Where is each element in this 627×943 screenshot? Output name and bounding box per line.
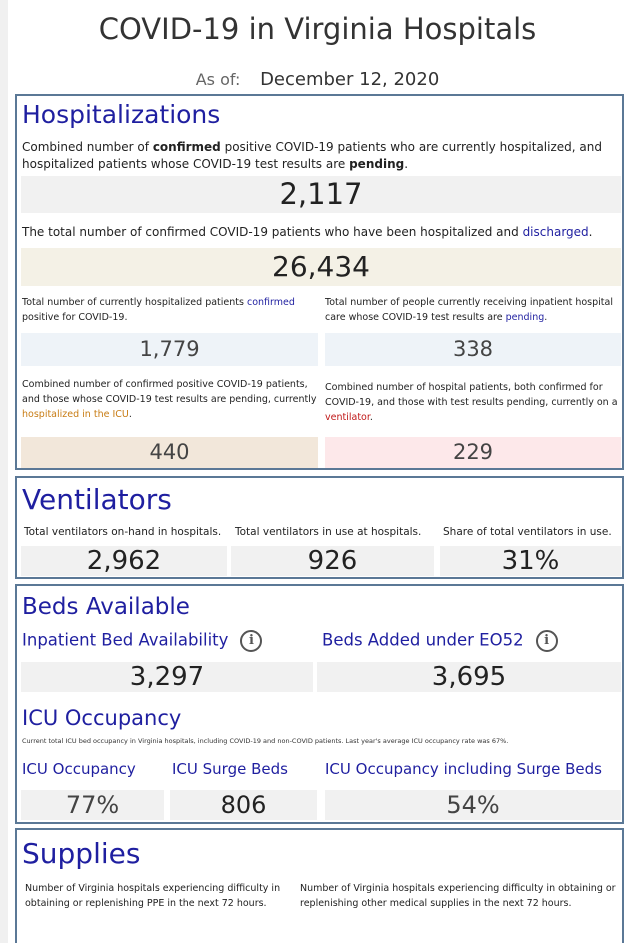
vent-share-label: Share of total ventilators in use. [443,526,612,538]
info-icon[interactable]: i [535,630,558,652]
pending-description: Total number of people currently receivi… [325,297,613,323]
page-title: COVID-19 in Virginia Hospitals [98,12,537,46]
icu-occupancy-value: 77% [21,790,164,820]
icu-occupancy-label: ICU Occupancy [22,760,136,778]
icu-occupancy-title: ICU Occupancy [22,706,182,730]
supplies-panel: Supplies Number of Virginia hospitals ex… [15,828,624,943]
ppe-description: Number of Virginia hospitals experiencin… [25,883,281,909]
icu-surge-label: ICU Surge Beds [172,760,288,778]
inpatient-bed-label: Inpatient Bed Availability [22,630,229,650]
as-of-date: December 12, 2020 [260,69,440,90]
beds-added-label-row: Beds Added under EO52 i [322,630,558,652]
inpatient-bed-value: 3,297 [21,662,313,692]
vent-onhand-label: Total ventilators on-hand in hospitals. [24,526,222,538]
hospitalizations-panel: Hospitalizations Combined number of conf… [15,94,624,470]
beds-panel: Beds Available Inpatient Bed Availabilit… [15,584,624,824]
discharged-description: The total number of confirmed COVID-19 p… [22,225,593,239]
as-of-label: As of: [195,70,241,89]
confirmed-description: Total number of currently hospitalized p… [22,297,295,323]
as-of-line: As of: December 12, 2020 [8,69,627,90]
hospitalizations-title: Hospitalizations [22,100,221,129]
beds-added-value: 3,695 [317,662,621,692]
info-icon[interactable]: i [240,630,263,652]
left-gutter [0,0,8,943]
combined-description: Combined number of confirmed positive CO… [22,140,602,171]
icu-value: 440 [21,437,318,468]
beds-title: Beds Available [22,594,190,620]
icu-description: Combined number of confirmed positive CO… [22,379,317,420]
ventilator-description: Combined number of hospital patients, bo… [325,382,618,423]
vent-inuse-value: 926 [231,546,434,576]
combined-value: 2,117 [21,176,621,213]
ventilator-value: 229 [325,437,621,468]
icu-surge-occupancy-label: ICU Occupancy including Surge Beds [325,760,602,778]
ventilators-panel: Ventilators Total ventilators on-hand in… [15,476,624,579]
inpatient-bed-label-row: Inpatient Bed Availability i [22,630,263,652]
icu-occupancy-note: Current total ICU bed occupancy in Virgi… [22,737,509,745]
vent-onhand-value: 2,962 [21,546,227,576]
icu-surge-value: 806 [170,790,317,820]
ventilators-title: Ventilators [22,483,172,516]
vent-share-value: 31% [440,546,621,576]
other-supplies-description: Number of Virginia hospitals experiencin… [300,883,616,909]
pending-value: 338 [325,333,621,366]
beds-added-label: Beds Added under EO52 [322,630,524,650]
discharged-value: 26,434 [21,248,621,286]
supplies-title: Supplies [22,837,141,870]
vent-inuse-label: Total ventilators in use at hospitals. [235,526,422,538]
confirmed-value: 1,779 [21,333,318,366]
icu-surge-occupancy-value: 54% [325,790,621,820]
